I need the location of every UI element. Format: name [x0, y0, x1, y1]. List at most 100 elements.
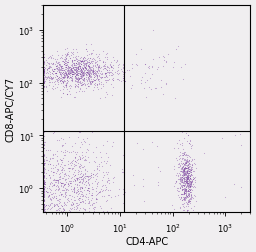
- Point: [42, 187, 46, 191]
- Point: [42, 163, 46, 167]
- Point: [58, 201, 62, 205]
- Point: [42, 60, 46, 65]
- Point: [103, 185, 108, 189]
- Point: [48, 156, 52, 160]
- Point: [82, 175, 86, 179]
- Point: [73, 150, 78, 154]
- Point: [57, 63, 61, 67]
- Point: [78, 69, 82, 73]
- Point: [82, 56, 86, 60]
- Point: [80, 175, 84, 179]
- Point: [184, 180, 188, 184]
- Point: [183, 163, 187, 167]
- Point: [54, 178, 58, 182]
- Point: [42, 162, 46, 166]
- Point: [153, 87, 157, 91]
- Point: [180, 167, 184, 171]
- Point: [77, 80, 81, 84]
- Point: [182, 184, 186, 188]
- Point: [94, 56, 99, 60]
- Point: [109, 66, 113, 70]
- Point: [62, 208, 66, 212]
- Point: [150, 141, 154, 145]
- Point: [74, 207, 78, 211]
- Point: [65, 197, 69, 201]
- Point: [187, 199, 191, 203]
- Point: [55, 138, 59, 142]
- Point: [67, 166, 71, 170]
- Point: [98, 76, 102, 80]
- Point: [58, 197, 62, 201]
- Point: [178, 170, 183, 174]
- Point: [92, 160, 96, 164]
- Point: [105, 69, 109, 73]
- Point: [64, 61, 68, 65]
- Point: [68, 209, 72, 213]
- Point: [66, 73, 70, 77]
- Point: [114, 61, 118, 65]
- Point: [64, 190, 68, 194]
- Point: [63, 53, 67, 57]
- Point: [135, 141, 140, 145]
- Point: [54, 180, 58, 184]
- Point: [82, 60, 86, 64]
- Point: [77, 64, 81, 68]
- Point: [93, 210, 97, 214]
- Point: [96, 66, 100, 70]
- Point: [80, 165, 84, 169]
- Point: [87, 183, 91, 187]
- Point: [69, 210, 73, 214]
- Point: [50, 156, 54, 160]
- Point: [87, 65, 91, 69]
- Point: [51, 62, 55, 66]
- Point: [87, 66, 91, 70]
- Point: [73, 180, 77, 184]
- Point: [93, 160, 98, 164]
- Point: [55, 75, 59, 79]
- Point: [94, 197, 98, 201]
- Point: [78, 62, 82, 66]
- Point: [51, 61, 55, 66]
- Point: [62, 73, 66, 77]
- Point: [74, 62, 78, 66]
- Point: [62, 74, 66, 78]
- Point: [59, 67, 63, 71]
- Point: [60, 160, 64, 164]
- Point: [186, 164, 190, 168]
- Point: [82, 171, 87, 175]
- Point: [70, 73, 74, 77]
- Point: [189, 193, 193, 197]
- Point: [74, 210, 78, 214]
- Point: [90, 131, 94, 135]
- Point: [187, 163, 191, 167]
- Point: [70, 67, 74, 71]
- Point: [185, 184, 189, 188]
- Point: [81, 199, 85, 203]
- Point: [90, 194, 94, 198]
- Point: [95, 71, 99, 75]
- Point: [188, 194, 193, 198]
- Point: [180, 142, 184, 146]
- Point: [185, 179, 189, 183]
- Point: [187, 160, 191, 164]
- Point: [80, 181, 84, 185]
- Point: [183, 153, 187, 157]
- Point: [94, 66, 98, 70]
- Point: [61, 156, 65, 161]
- Point: [52, 71, 57, 75]
- Point: [63, 72, 68, 76]
- Point: [92, 82, 96, 86]
- Point: [42, 77, 46, 81]
- Point: [184, 161, 188, 165]
- Point: [75, 70, 79, 74]
- Point: [69, 79, 73, 83]
- Point: [54, 210, 58, 214]
- Point: [64, 177, 68, 181]
- Point: [42, 209, 46, 213]
- Point: [183, 63, 187, 67]
- Point: [71, 67, 75, 71]
- Point: [65, 64, 69, 68]
- Point: [186, 195, 190, 199]
- Point: [59, 65, 63, 69]
- Point: [95, 168, 99, 172]
